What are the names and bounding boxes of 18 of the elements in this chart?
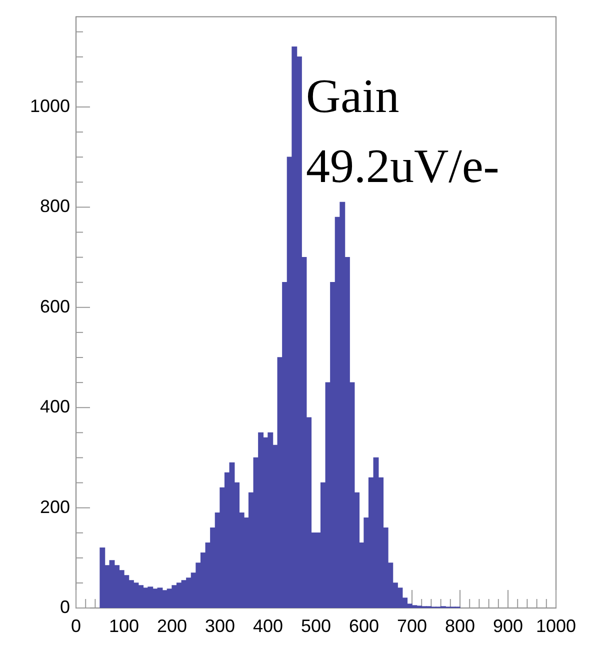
x-tick-label: 700 — [396, 616, 428, 636]
y-tick-label: 400 — [40, 396, 70, 417]
y-tick-label: 800 — [40, 196, 70, 216]
annotation: 49.2uV/e- — [306, 140, 500, 193]
annotation: Gain — [306, 70, 400, 123]
y-tick-label: 1000 — [30, 96, 70, 116]
x-tick-label: 100 — [108, 616, 140, 636]
x-tick-label: 400 — [252, 616, 284, 636]
x-tick-label: 1000 — [536, 616, 576, 636]
x-tick-label: 200 — [156, 616, 188, 636]
y-tick-label: 200 — [40, 496, 70, 517]
x-tick-label: 900 — [492, 616, 524, 636]
x-tick-label: 300 — [204, 616, 236, 636]
x-tick-label: 500 — [300, 616, 332, 636]
y-tick-label: 0 — [60, 596, 70, 617]
y-tick-label: 600 — [40, 296, 70, 316]
x-tick-label: 600 — [348, 616, 380, 636]
x-tick-label: 800 — [444, 616, 476, 636]
